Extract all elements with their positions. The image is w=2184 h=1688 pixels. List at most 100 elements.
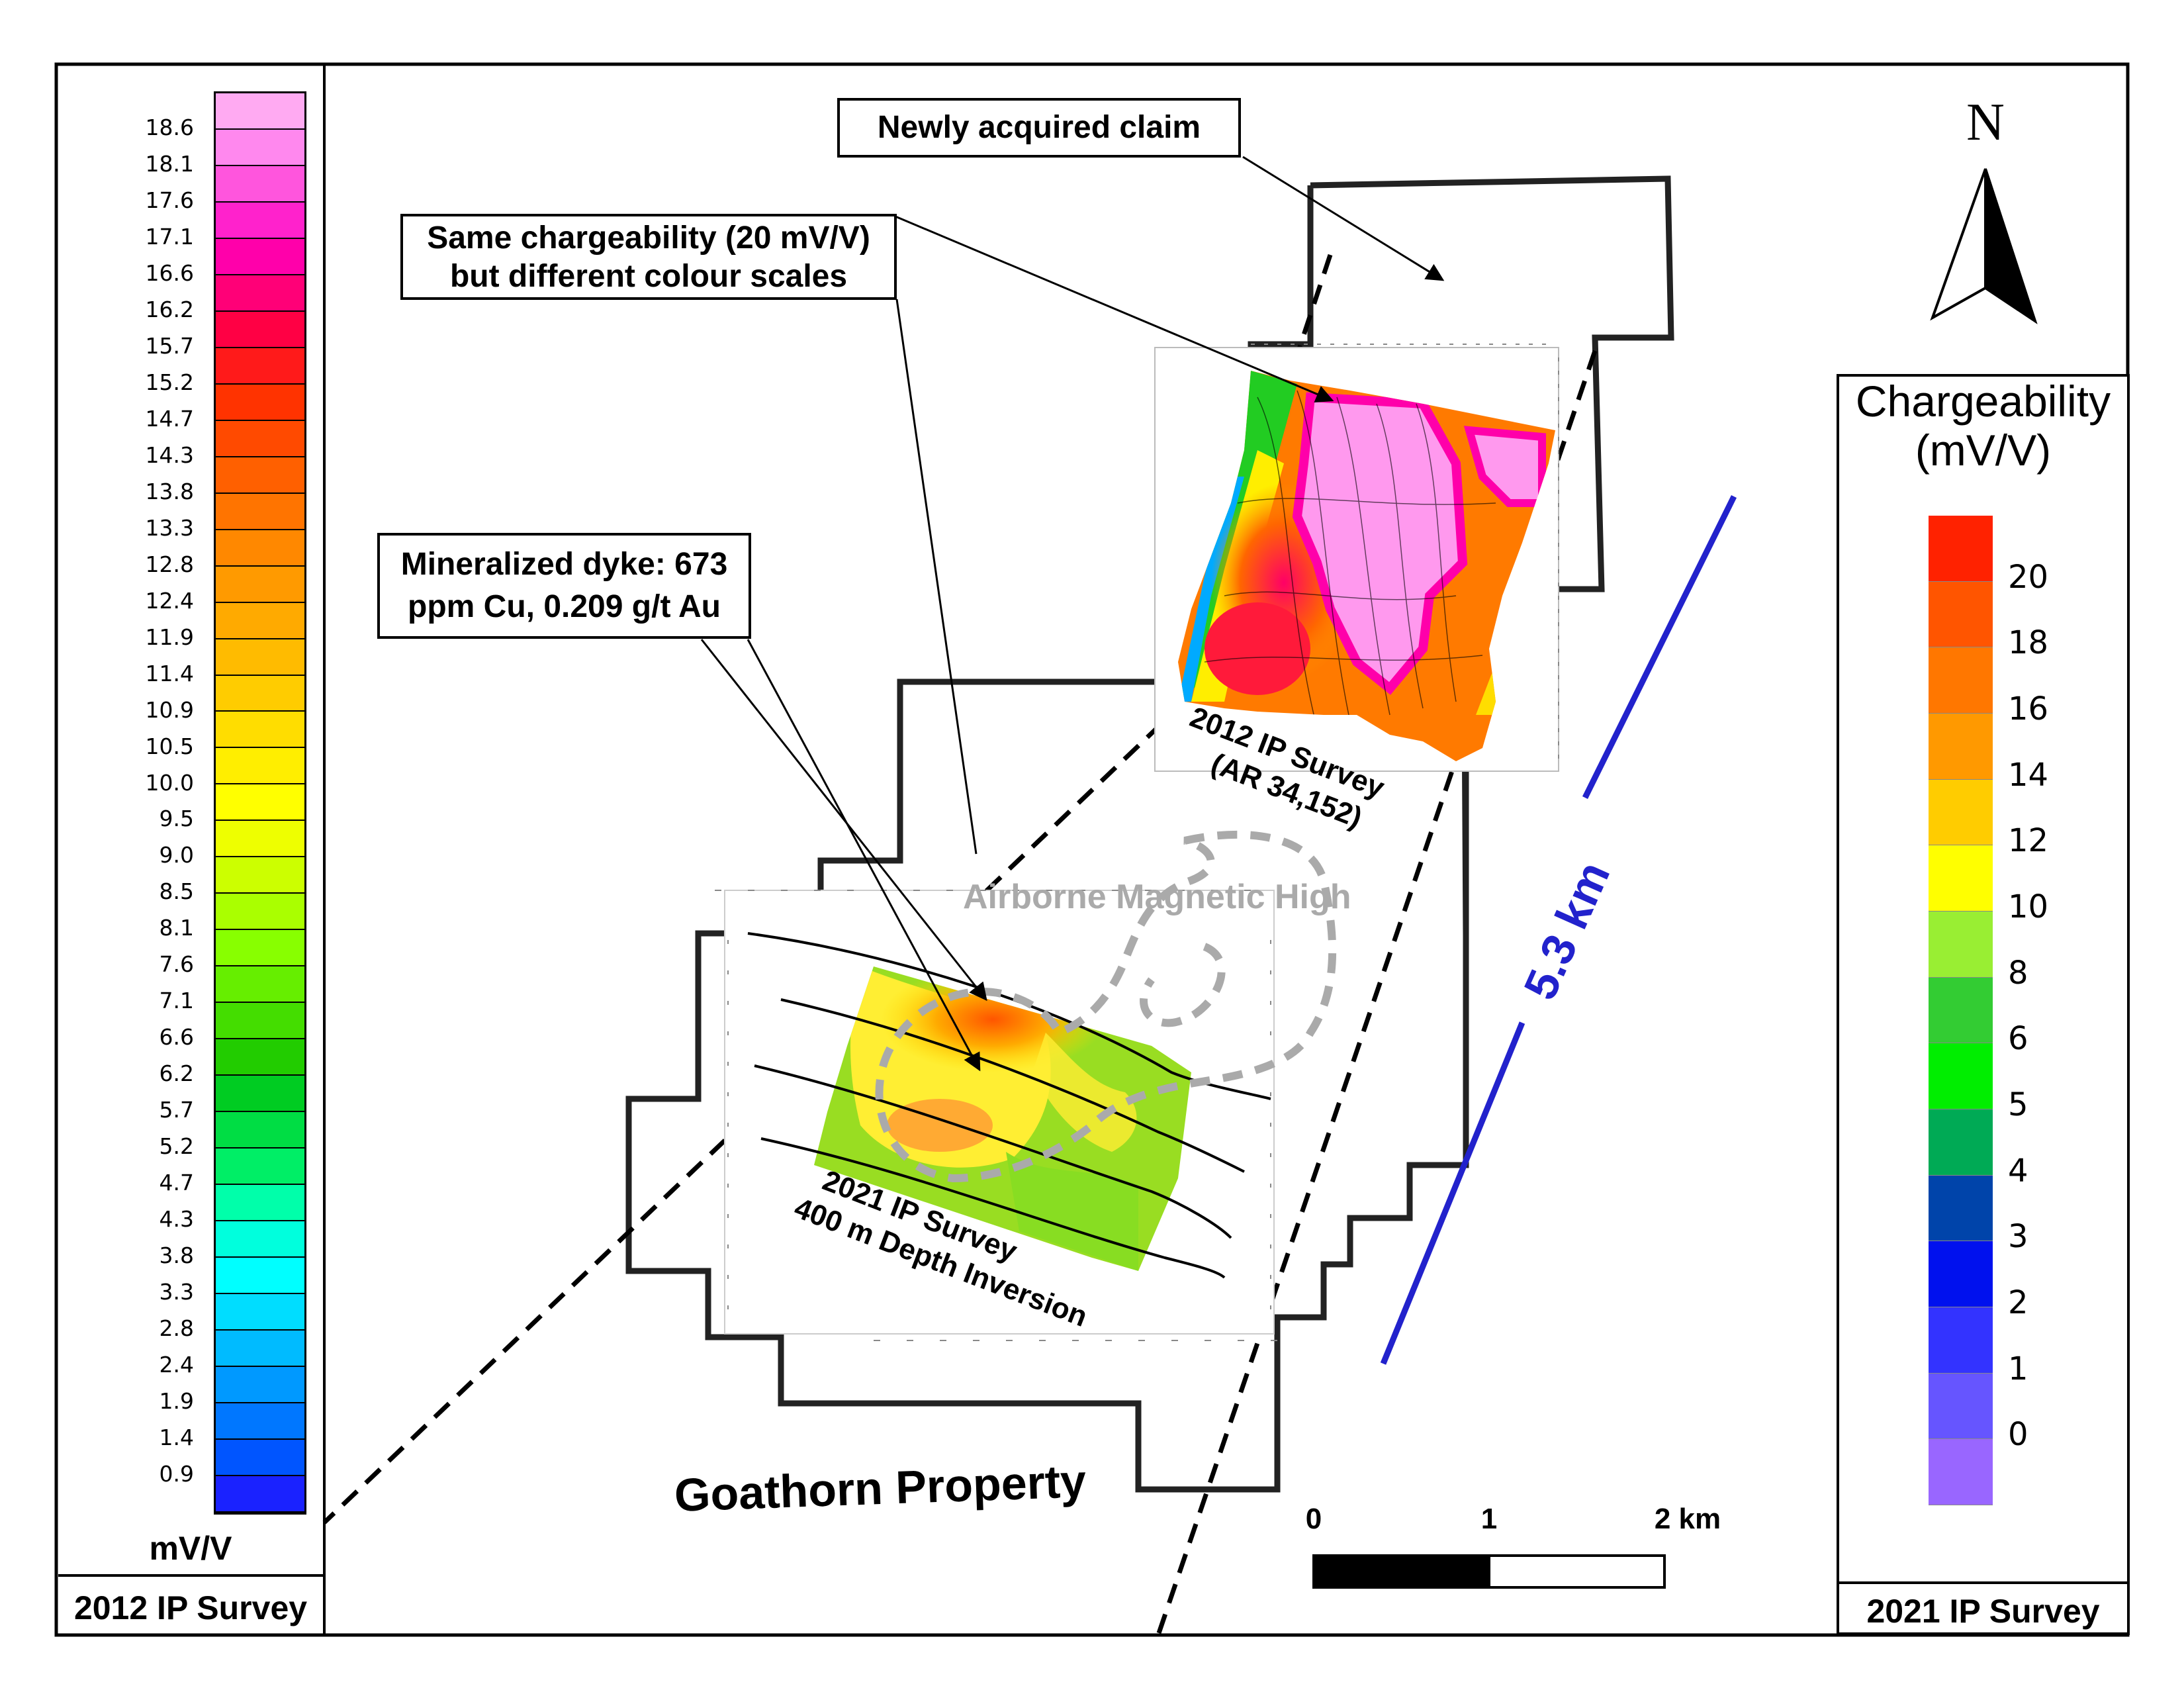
legend-2012-swatch: [216, 165, 304, 203]
legend-2021-tick-label: 10: [2008, 888, 2049, 925]
legend-2021-tick-label: 0: [2008, 1416, 2028, 1454]
legend-2012-swatch: [216, 966, 304, 1004]
legend-2021-swatch: [1929, 977, 1993, 1044]
legend-2021-swatch: [1929, 845, 1993, 912]
scale-label-1: 1: [1480, 1503, 1498, 1535]
legend-2012-swatch: [216, 384, 304, 421]
legend-2012-swatch: [216, 602, 304, 639]
legend-2012-swatch: [216, 1185, 304, 1222]
legend-2012-swatch: [216, 129, 304, 166]
legend-2021-tick-label: 4: [2008, 1152, 2028, 1190]
legend-2012-swatch: [216, 930, 304, 967]
legend-2012-swatch: [216, 1221, 304, 1258]
legend-2021-tick-label: 1: [2008, 1350, 2028, 1387]
scale-bar: [1312, 1554, 1666, 1589]
legend-2021-swatch: [1929, 1439, 1993, 1505]
legend-2021-swatch: [1929, 1109, 1993, 1176]
legend-2012-tick-label: 14.3: [145, 442, 194, 468]
legend-2012-swatch: [216, 1149, 304, 1186]
legend-2012-tick-label: 10.9: [145, 696, 194, 723]
new-claim-label: Newly acquired claim: [837, 98, 1241, 158]
legend-2021-swatch: [1929, 647, 1993, 714]
legend-2021-tick-label: 20: [2008, 558, 2049, 596]
legend-2012-swatch: [216, 1076, 304, 1113]
legend-2021-swatch: [1929, 516, 1993, 582]
legend-2012-tick-label: 4.7: [159, 1170, 194, 1196]
north-label: N: [1966, 93, 2005, 152]
legend-2012-tick-label: 18.1: [145, 150, 194, 177]
legend-2012-tick-label: 13.3: [145, 514, 194, 541]
legend-2012-swatch: [216, 1403, 304, 1440]
legend-2012-tick-label: 17.6: [145, 187, 194, 213]
magnetic-high-label: Airborne Magnetic High: [963, 878, 1351, 916]
legend-2012-swatch: [216, 93, 304, 130]
legend-2012-swatch: [216, 675, 304, 712]
legend-2021-tick-label: 3: [2008, 1218, 2028, 1256]
legend-2012-swatch: [216, 1039, 304, 1076]
legend-2012-tick-label: 4.3: [159, 1206, 194, 1233]
legend-2012-tick-label: 2.4: [159, 1352, 194, 1378]
survey-2012-raster: [1154, 344, 1559, 772]
legend-2021-tick-label: 6: [2008, 1020, 2028, 1058]
legend-2012-tick-label: 9.0: [159, 842, 194, 868]
legend-2012-tick-label: 7.1: [159, 988, 194, 1014]
legend-2012-swatch: [216, 348, 304, 385]
legend-2021: Chargeability (mV/V) 20 18 16 14 12 10 8 6 5 4 3 2 1…: [1837, 374, 2130, 1635]
legend-2021-title: 2021 IP Survey: [1866, 1593, 2100, 1630]
legend-2021-swatch: [1929, 1373, 1993, 1440]
legend-2012-tick-label: 11.4: [145, 660, 194, 686]
legend-2012-tick-label: 15.2: [145, 369, 194, 395]
legend-2021-swatch: [1929, 779, 1993, 846]
scale-label-2: 2 km: [1654, 1503, 1721, 1535]
legend-2012-tick-label: 5.7: [159, 1097, 194, 1123]
legend-2012-swatch: [216, 748, 304, 785]
distance-label: 5.3 km: [1514, 854, 1619, 1007]
legend-2012: 18.6 18.1 17.6 17.1 16.6 16.2 15.7 15.2 14.7 14.3…: [58, 66, 323, 1633]
legend-2012-tick-label: 7.6: [159, 951, 194, 978]
legend-2012-swatch: [216, 712, 304, 749]
legend-2021-tick-label: 8: [2008, 954, 2028, 992]
leader-new-claim: [1242, 156, 1445, 281]
legend-2021-tick-label: 12: [2008, 822, 2049, 860]
legend-2021-title-box: 2021 IP Survey: [1839, 1581, 2127, 1635]
legend-2012-tick-label: 16.2: [145, 296, 194, 322]
legend-2012-tick-label: 10.0: [145, 769, 194, 796]
legend-2012-swatch: [216, 202, 304, 239]
scale-label-0: 0: [1305, 1503, 1322, 1535]
legend-2012-swatch: [216, 894, 304, 931]
legend-2012-swatch: [216, 311, 304, 348]
magnetic-high-inner: [1140, 943, 1226, 1027]
legend-2012-tick-label: 13.8: [145, 478, 194, 504]
legend-2012-swatch: [216, 493, 304, 530]
legend-2012-swatch: [216, 1258, 304, 1294]
legend-2012-swatch: [216, 530, 304, 567]
legend-2021-tick-label: 5: [2008, 1086, 2028, 1123]
legend-2012-tick-label: 1.9: [159, 1388, 194, 1415]
legend-2012-swatch: [216, 1366, 304, 1403]
legend-2012-color-ramp: [214, 91, 306, 1515]
survey-2021-raster: [715, 890, 1277, 1341]
legend-2012-tick-label: 2.8: [159, 1315, 194, 1342]
legend-2012-swatch: [216, 784, 304, 821]
legend-2021-swatch: [1929, 713, 1993, 780]
legend-2012-tick-label: 10.5: [145, 733, 194, 759]
leader-dyke-arrow-b: [747, 639, 981, 1072]
chargeability-note-label: Same chargeability (20 mV/V) but differe…: [400, 214, 897, 300]
north-arrow-icon: [1930, 168, 2038, 324]
legend-2021-swatch: [1929, 1307, 1993, 1374]
legend-2012-tick-label: 17.1: [145, 223, 194, 250]
dyke-note-label: Mineralized dyke: 673 ppm Cu, 0.209 g/t …: [377, 533, 751, 639]
legend-2012-swatch: [216, 457, 304, 494]
legend-2012-tick-label: 0.9: [159, 1461, 194, 1487]
legend-2021-color-ramp: [1929, 516, 1993, 1505]
legend-2012-tick-label: 14.7: [145, 405, 194, 432]
legend-2012-tick-label: 11.9: [145, 624, 194, 650]
legend-2012-swatch: [216, 420, 304, 457]
legend-2012-tick-label: 6.6: [159, 1024, 194, 1051]
legend-2021-swatch: [1929, 581, 1993, 648]
legend-2021-tick-label: 14: [2008, 756, 2049, 794]
legend-2012-tick-label: 18.6: [145, 114, 194, 140]
legend-2012-tick-label: 3.3: [159, 1279, 194, 1305]
